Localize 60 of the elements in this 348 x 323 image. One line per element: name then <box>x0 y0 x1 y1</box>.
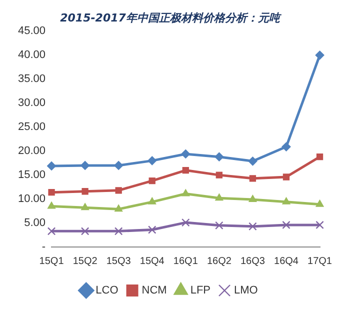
point <box>182 166 189 174</box>
point <box>48 202 56 209</box>
point <box>114 160 124 170</box>
legend-label: LFP <box>190 284 211 297</box>
x-tick-label: 16Q4 <box>274 256 299 267</box>
point <box>215 194 224 201</box>
point <box>114 204 123 212</box>
point <box>181 149 190 158</box>
y-tick-label: 5.00 <box>24 217 46 230</box>
point <box>47 227 56 236</box>
x-tick-label: 15Q4 <box>140 256 165 267</box>
y-tick-label: 15.00 <box>18 169 46 182</box>
y-tick-label: 20.00 <box>18 145 46 158</box>
y-tick-label: 40.00 <box>18 49 46 62</box>
point <box>316 154 324 160</box>
point <box>115 187 122 194</box>
point <box>216 172 223 178</box>
point <box>316 200 324 207</box>
point <box>316 220 324 230</box>
point <box>80 227 90 236</box>
x-tick-label: 15Q3 <box>106 256 132 267</box>
chart-title: 2015-2017年中国正极材料价格分析：元吨 <box>60 11 282 24</box>
y-tick-label: 25.00 <box>18 121 46 134</box>
point <box>182 218 190 227</box>
point <box>182 189 190 196</box>
point <box>148 197 156 204</box>
x-tick-label: 15Q2 <box>72 256 98 267</box>
point <box>248 195 257 202</box>
point <box>47 161 56 170</box>
point <box>82 188 88 195</box>
point <box>215 221 224 230</box>
legend-label: LCO <box>96 284 119 297</box>
point <box>81 203 90 210</box>
point <box>282 220 290 230</box>
point <box>282 174 290 180</box>
x-tick-label: 17Q1 <box>308 256 332 267</box>
y-tick-label: 30.00 <box>18 97 46 110</box>
point <box>315 50 324 60</box>
point <box>114 227 123 236</box>
x-tick-label: 16Q2 <box>206 256 232 267</box>
legend-label: NCM <box>142 284 167 297</box>
point <box>148 177 156 184</box>
x-tick-label: 16Q3 <box>240 256 266 267</box>
y-tick-label: - <box>42 241 46 254</box>
point <box>48 189 55 196</box>
x-tick-label: 16Q1 <box>173 256 198 267</box>
point <box>249 175 256 182</box>
y-tick-label: 45.00 <box>18 25 46 38</box>
y-tick-label: 10.00 <box>18 193 46 206</box>
point <box>248 222 257 231</box>
point <box>148 156 157 166</box>
point <box>214 152 224 162</box>
point <box>80 160 90 170</box>
point <box>282 142 291 152</box>
y-tick-label: 35.00 <box>18 73 46 86</box>
point <box>248 156 258 166</box>
point <box>148 226 156 234</box>
point <box>282 197 290 204</box>
legend-label: LMO <box>234 284 258 297</box>
x-tick-label: 15Q1 <box>39 256 64 267</box>
